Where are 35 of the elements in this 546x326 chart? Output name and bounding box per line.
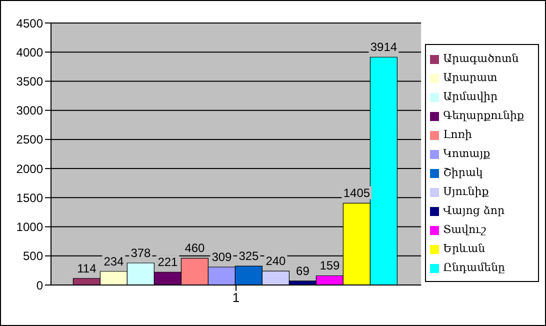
x-tick-label: 1 <box>232 290 240 306</box>
data-label: 69 <box>296 264 310 278</box>
legend-label: Վայոց ձոր <box>443 204 505 217</box>
y-tick-label: 3000 <box>16 104 44 118</box>
legend-label: Գեղարքունիք <box>443 109 524 122</box>
y-tick-label: 1000 <box>16 220 44 234</box>
y-tick-label: 3500 <box>16 74 44 88</box>
y-tick-label: 500 <box>22 249 44 264</box>
data-label: 3914 <box>370 40 398 54</box>
y-tick-label: 4500 <box>16 16 44 30</box>
y-tick-label: 4000 <box>16 45 44 60</box>
data-label: 325 <box>238 249 260 264</box>
legend-label: Երևան <box>443 242 486 255</box>
legend-label: Սյունիք <box>443 185 489 198</box>
data-label: 240 <box>266 254 286 268</box>
legend-label: Արմավիր <box>443 90 498 103</box>
data-label: 114 <box>77 261 97 276</box>
legend-label: Կոտայք <box>443 147 490 160</box>
legend-label: Ընդամենը <box>443 261 506 274</box>
y-tick-label: 2000 <box>16 162 44 176</box>
y-tick-label: 2500 <box>16 132 44 147</box>
legend-label: Տավուշ <box>443 223 486 236</box>
legend-label: Շիրակ <box>443 166 483 179</box>
data-label: 378 <box>130 246 152 260</box>
data-label: 234 <box>104 254 124 268</box>
data-label: 221 <box>158 255 178 270</box>
y-tick-label: 0 <box>36 278 44 292</box>
y-tick-label: 1500 <box>16 190 44 205</box>
data-label: 1405 <box>343 186 370 200</box>
legend-label: Արագածոտն <box>443 52 519 65</box>
legend-label: Արարատ <box>443 71 498 84</box>
data-label: 309 <box>212 250 232 264</box>
data-label: 159 <box>320 258 340 273</box>
data-label: 460 <box>184 241 206 256</box>
legend-label: Լոռի <box>443 128 472 141</box>
